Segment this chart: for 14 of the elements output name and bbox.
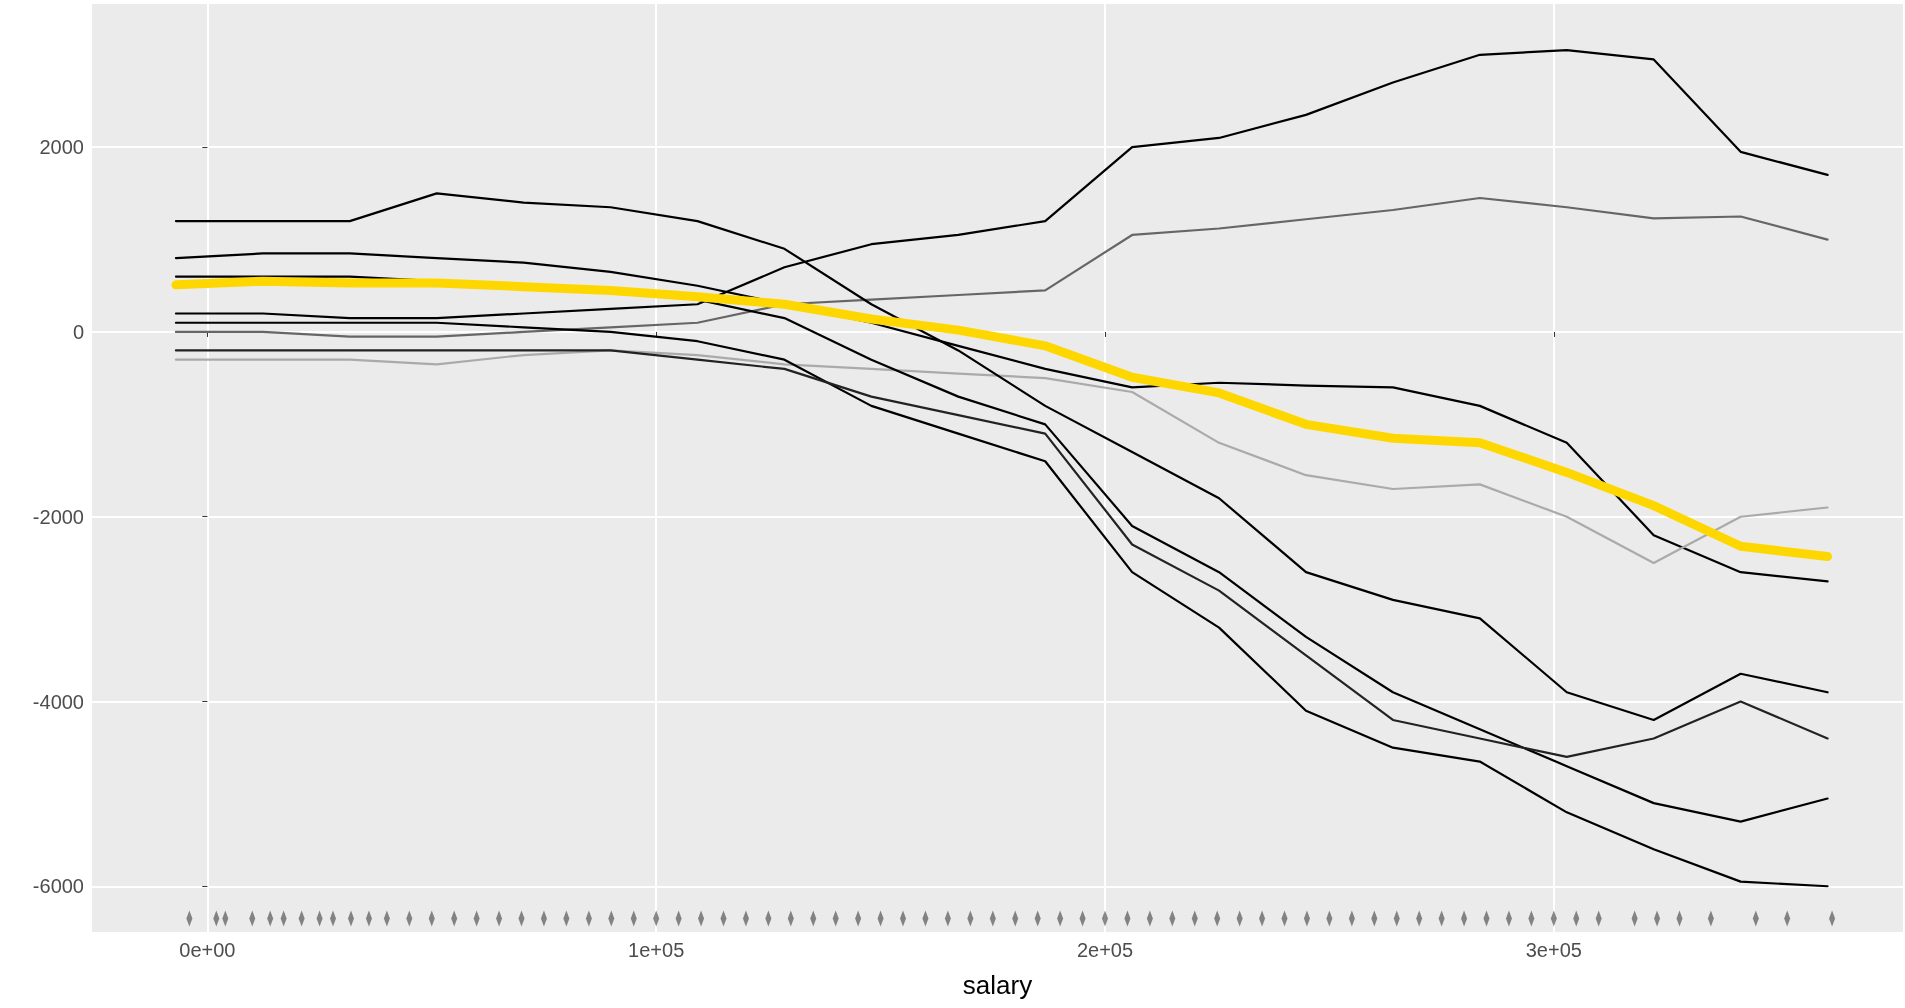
y-tick-label: -2000 (32, 505, 84, 528)
x-tick-label: 0e+00 (179, 939, 236, 961)
line-series (174, 196, 1829, 338)
y-tick-label: -6000 (32, 875, 84, 898)
y-tick-label: -4000 (32, 690, 84, 713)
line-series (174, 321, 1829, 888)
x-axis-title: salary (962, 970, 1033, 1000)
y-tick-label: 0 (72, 320, 84, 343)
x-tick-label: 1e+05 (628, 939, 685, 961)
line-series (174, 349, 1829, 565)
y-tick-label: 2000 (39, 136, 84, 159)
x-tick-label: 2e+05 (1076, 939, 1134, 961)
line-series (174, 349, 1829, 759)
x-tick-label: 3e+05 (1525, 939, 1582, 961)
